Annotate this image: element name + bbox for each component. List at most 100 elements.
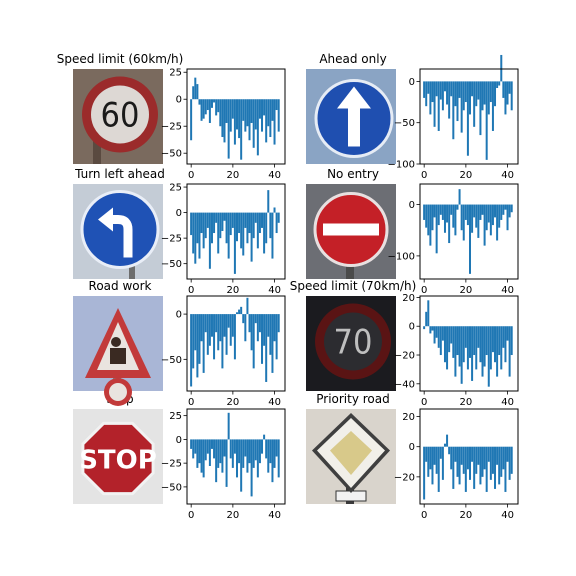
turn-left-ahead-sign-image — [80, 190, 160, 279]
bar — [500, 326, 503, 370]
sign-image-panel — [306, 69, 396, 164]
bar — [473, 81, 476, 127]
bar — [425, 204, 428, 228]
bar — [190, 439, 193, 449]
bar — [275, 439, 278, 457]
bar — [263, 212, 266, 254]
bar — [236, 439, 238, 478]
bar — [471, 204, 474, 233]
bar — [489, 81, 492, 103]
bar — [473, 446, 476, 489]
bar — [238, 309, 241, 315]
bar — [494, 446, 497, 489]
bar — [200, 439, 203, 473]
bar — [498, 81, 501, 86]
bar — [494, 204, 497, 218]
bar — [496, 204, 499, 241]
bar — [477, 446, 480, 465]
bar — [481, 204, 484, 215]
bar — [491, 204, 494, 226]
bar — [475, 446, 478, 474]
bar — [273, 207, 276, 213]
bar — [464, 326, 467, 348]
y-tick-label: −25 — [161, 234, 182, 245]
bar — [265, 99, 268, 143]
speed-limit-70-sign-image: 70 — [315, 303, 391, 380]
bar — [246, 212, 249, 244]
bar — [246, 99, 249, 127]
bar — [271, 212, 274, 259]
x-tick-label: 20 — [227, 285, 240, 296]
bar — [448, 81, 451, 119]
bar — [423, 446, 426, 500]
bar — [452, 326, 455, 358]
plot-frame — [419, 183, 519, 280]
x-tick-label: 0 — [188, 397, 194, 408]
bar — [192, 314, 195, 369]
bar — [227, 412, 230, 440]
x-tick-label: 40 — [268, 397, 281, 408]
bar — [469, 446, 471, 480]
bar — [273, 99, 276, 145]
x-tick-label: 20 — [227, 397, 240, 408]
bar — [450, 81, 453, 97]
bar — [429, 446, 432, 470]
bar — [506, 446, 509, 462]
bar — [233, 99, 236, 145]
bar — [252, 314, 255, 369]
bar — [231, 99, 234, 119]
bar — [510, 446, 513, 474]
x-tick-label: 20 — [460, 397, 473, 408]
bar — [441, 446, 444, 480]
sign-image-panel — [73, 184, 163, 279]
x-tick-label: 0 — [188, 510, 194, 521]
bar — [215, 99, 218, 116]
y-tick-label: −50 — [394, 118, 415, 129]
bar — [454, 446, 457, 462]
bar — [448, 204, 451, 244]
bar — [213, 314, 216, 360]
panel-title: Priority road — [316, 392, 390, 406]
bar — [275, 314, 278, 360]
bar — [425, 446, 428, 462]
bar — [483, 81, 486, 105]
bar — [200, 314, 203, 342]
bar — [233, 439, 236, 454]
bar — [240, 99, 243, 160]
bar — [240, 439, 243, 492]
bar — [250, 99, 253, 123]
bar — [504, 326, 507, 363]
bar — [496, 81, 499, 88]
bar — [452, 81, 455, 140]
bar — [504, 446, 507, 492]
activation-bar-chart: 0 20 40 25 0 −25 −50 — [161, 68, 286, 181]
bar — [469, 326, 471, 358]
speed-limit-60-sign-image: 60 — [82, 76, 158, 164]
bar — [502, 81, 505, 98]
x-tick-label: 20 — [460, 170, 473, 181]
bar — [462, 81, 465, 111]
bar — [269, 212, 272, 239]
plot-frame — [186, 183, 286, 280]
bar — [194, 212, 197, 264]
activation-bar-chart: 0 20 40 0 −50 −100 — [388, 54, 519, 181]
panel-title: Speed limit (60km/h) — [57, 52, 184, 66]
bar — [494, 326, 497, 363]
panel-title: No entry — [327, 167, 379, 181]
bar — [466, 326, 469, 370]
bar — [508, 204, 511, 218]
bar — [439, 81, 442, 100]
plot-frame — [186, 408, 286, 505]
bar — [223, 212, 226, 221]
bar — [242, 212, 245, 256]
bar — [471, 81, 474, 97]
bar — [466, 81, 469, 156]
bar — [261, 212, 264, 228]
bar — [250, 212, 253, 262]
bar — [252, 439, 255, 468]
bar — [423, 204, 426, 220]
bar — [456, 204, 459, 210]
bar — [489, 446, 492, 480]
y-tick-label: 0 — [409, 442, 415, 453]
